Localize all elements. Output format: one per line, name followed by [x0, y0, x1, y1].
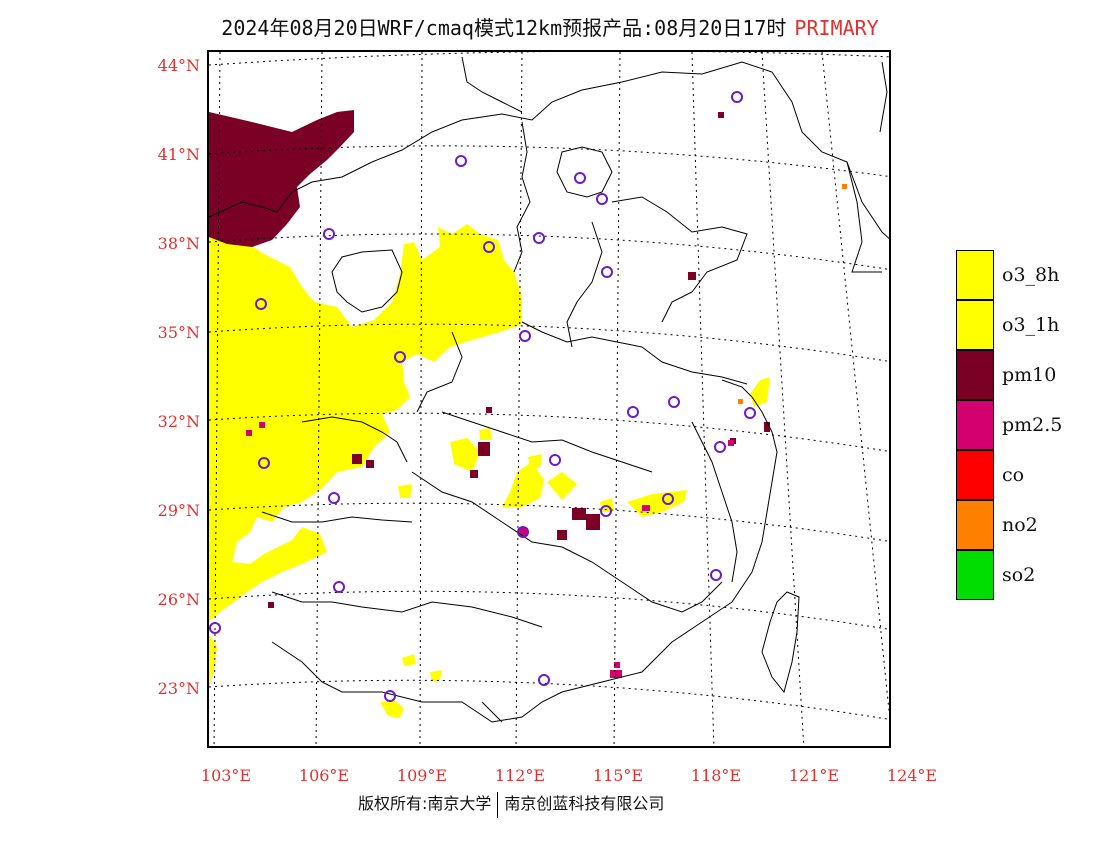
legend-label: pm2.5: [1002, 414, 1063, 436]
city-marker: [538, 674, 550, 686]
lon-label-124: 124°E: [886, 766, 938, 785]
lat-label-38: 38°N: [157, 234, 200, 253]
legend-swatch: [956, 350, 994, 400]
city-marker: [533, 232, 545, 244]
title-text: 2024年08月20日WRF/cmaq模式12km预报产品:08月20日17时: [221, 16, 787, 40]
province-boundaries: [209, 56, 889, 723]
city-marker: [744, 407, 756, 419]
city-marker: [731, 91, 743, 103]
city-marker: [384, 690, 396, 702]
city-marker: [596, 193, 608, 205]
city-marker: [328, 492, 340, 504]
city-marker: [483, 241, 495, 253]
legend-swatch: [956, 550, 994, 600]
lat-label-23: 23°N: [157, 679, 200, 698]
city-marker: [600, 505, 612, 517]
legend-swatch: [956, 250, 994, 300]
legend-label: co: [1002, 464, 1025, 486]
lon-label-115: 115°E: [592, 766, 644, 785]
city-marker: [668, 396, 680, 408]
pollution-map: [209, 52, 889, 746]
footer-divider: [497, 791, 499, 818]
map-panel: [207, 50, 891, 748]
pm25-spots: [246, 422, 734, 678]
city-marker: [455, 155, 467, 167]
city-markers: [209, 91, 756, 702]
primary-tag: PRIMARY: [794, 16, 879, 40]
legend-swatch: [956, 450, 994, 500]
city-marker: [255, 298, 267, 310]
ozone-area: [209, 224, 770, 718]
legend-label: o3_8h: [1002, 264, 1060, 286]
city-marker: [662, 493, 674, 505]
pm10-area: [209, 110, 770, 608]
city-marker: [627, 406, 639, 418]
lat-label-41: 41°N: [157, 145, 200, 164]
lat-label-32: 32°N: [157, 412, 200, 431]
city-marker: [258, 457, 270, 469]
legend-label: pm10: [1002, 364, 1057, 386]
legend-label: so2: [1002, 564, 1036, 586]
legend-label: o3_1h: [1002, 314, 1060, 336]
city-marker: [519, 330, 531, 342]
lon-label-109: 109°E: [396, 766, 448, 785]
no2-spots: [738, 184, 847, 404]
footer-right: 南京创蓝科技有限公司: [504, 794, 665, 813]
city-marker: [714, 441, 726, 453]
lat-label-35: 35°N: [157, 323, 200, 342]
city-marker: [601, 266, 613, 278]
city-marker: [323, 228, 335, 240]
lon-label-103: 103°E: [200, 766, 252, 785]
city-marker: [394, 351, 406, 363]
lat-label-26: 26°N: [157, 590, 200, 609]
lon-label-121: 121°E: [788, 766, 840, 785]
legend-swatch: [956, 300, 994, 350]
lat-label-44: 44°N: [157, 56, 200, 75]
city-marker: [209, 622, 221, 634]
legend-swatch: [956, 500, 994, 550]
lon-label-112: 112°E: [494, 766, 546, 785]
map-title: 2024年08月20日WRF/cmaq模式12km预报产品:08月20日17时 P…: [0, 12, 1100, 41]
lon-label-106: 106°E: [298, 766, 350, 785]
city-marker: [710, 569, 722, 581]
city-marker: [517, 526, 529, 538]
legend-swatch: [956, 400, 994, 450]
city-marker: [333, 581, 345, 593]
copyright-footer: 版权所有:南京大学 南京创蓝科技有限公司: [358, 790, 664, 818]
footer-left: 版权所有:南京大学: [358, 794, 492, 813]
lon-label-118: 118°E: [690, 766, 742, 785]
legend-label: no2: [1002, 514, 1038, 536]
city-marker: [574, 172, 586, 184]
city-marker: [549, 454, 561, 466]
lat-label-29: 29°N: [157, 501, 200, 520]
